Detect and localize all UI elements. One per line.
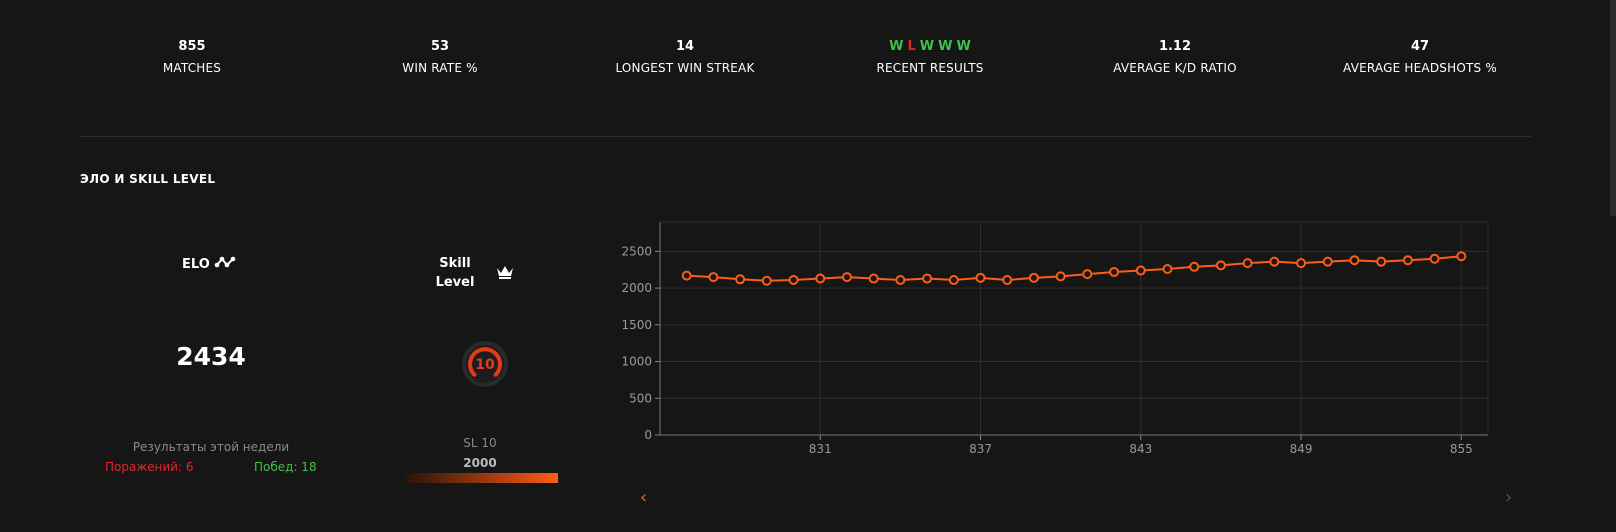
skill-progress-fill bbox=[405, 473, 558, 483]
elo-chart: 0 500 1000 1500 2000 2500 831 837 843 849 855 bbox=[621, 221, 1489, 456]
recent-result: W bbox=[956, 39, 971, 54]
elo-data-point bbox=[1028, 272, 1039, 283]
stat-headshots-value: 47 bbox=[1410, 39, 1430, 54]
x-tick-label: 843 bbox=[1129, 442, 1152, 456]
stat-kd-ratio-label: AVERAGE K/D RATIO bbox=[1113, 61, 1237, 75]
elo-value: 2434 bbox=[176, 342, 246, 371]
elo-data-point bbox=[868, 273, 879, 284]
skill-title-line2: Level bbox=[435, 275, 475, 290]
chart-prev-button[interactable]: ‹ bbox=[640, 487, 648, 508]
elo-data-point bbox=[761, 275, 772, 286]
stat-longest-streak: 14 LONGEST WIN STREAK bbox=[565, 38, 805, 75]
elo-data-point bbox=[975, 272, 986, 283]
x-tick-label: 837 bbox=[969, 442, 992, 456]
elo-data-point bbox=[1082, 269, 1093, 280]
elo-data-point bbox=[815, 273, 826, 284]
stat-recent-results-label: RECENT RESULTS bbox=[876, 61, 984, 75]
elo-data-point bbox=[1376, 256, 1387, 267]
skill-progress-bar bbox=[405, 473, 558, 483]
x-tick-label: 849 bbox=[1290, 442, 1313, 456]
stat-matches-label: MATCHES bbox=[162, 61, 222, 75]
elo-data-point bbox=[1269, 256, 1280, 267]
y-tick-label: 0 bbox=[644, 428, 652, 442]
recent-result: W bbox=[889, 39, 904, 54]
chart-next-button[interactable]: › bbox=[1505, 487, 1513, 508]
stat-longest-streak-label: LONGEST WIN STREAK bbox=[615, 61, 755, 75]
elo-data-point bbox=[841, 272, 852, 283]
crown-icon bbox=[496, 264, 514, 283]
elo-data-point bbox=[1296, 258, 1307, 269]
elo-data-point bbox=[681, 270, 692, 281]
elo-data-point bbox=[948, 275, 959, 286]
elo-data-point bbox=[735, 274, 746, 285]
elo-title-label: ELO bbox=[182, 256, 210, 272]
stat-win-rate-label: WIN RATE % bbox=[402, 61, 478, 75]
stat-matches: 855 MATCHES bbox=[72, 38, 312, 75]
section-divider bbox=[80, 136, 1532, 137]
elo-data-point bbox=[1135, 265, 1146, 276]
y-tick-label: 1000 bbox=[621, 355, 652, 369]
stat-matches-value: 855 bbox=[178, 39, 206, 54]
stat-kd-ratio: 1.12 AVERAGE K/D RATIO bbox=[1055, 38, 1295, 75]
stat-longest-streak-value: 14 bbox=[675, 39, 695, 54]
skill-level-number: 10 bbox=[475, 357, 495, 373]
stat-headshots: 47 AVERAGE HEADSHOTS % bbox=[1300, 38, 1540, 75]
elo-data-point bbox=[1349, 255, 1360, 266]
elo-data-point bbox=[788, 275, 799, 286]
skill-level-label: SL 10 bbox=[463, 436, 497, 450]
stat-headshots-label: AVERAGE HEADSHOTS % bbox=[1343, 61, 1497, 75]
week-results-title: Результаты этой недели bbox=[132, 440, 290, 454]
week-wins: Побед: 18 bbox=[254, 460, 317, 474]
elo-data-point bbox=[1322, 256, 1333, 267]
elo-data-point bbox=[1055, 271, 1066, 282]
elo-data-point bbox=[708, 272, 719, 283]
y-tick-label: 2000 bbox=[621, 281, 652, 295]
elo-data-point bbox=[895, 275, 906, 286]
elo-data-point bbox=[1109, 266, 1120, 277]
scrollbar[interactable] bbox=[1610, 0, 1616, 216]
y-tick-label: 500 bbox=[629, 391, 652, 405]
elo-data-point bbox=[1429, 253, 1440, 264]
stat-win-rate-value: 53 bbox=[430, 39, 450, 54]
skill-level-title: Skill Level bbox=[420, 254, 490, 292]
skill-level-badge: 10 bbox=[460, 339, 510, 389]
recent-result: L bbox=[907, 39, 916, 54]
elo-data-point bbox=[1215, 260, 1226, 271]
elo-title: ELO bbox=[182, 256, 236, 272]
recent-result: W bbox=[938, 39, 953, 54]
skill-level-elo: 2000 bbox=[463, 456, 497, 470]
elo-series-line bbox=[686, 255, 1462, 282]
skill-title-line1: Skill bbox=[439, 256, 471, 271]
week-losses: Поражений: 6 bbox=[105, 460, 194, 474]
elo-data-point bbox=[1402, 255, 1413, 266]
elo-data-point bbox=[1242, 258, 1253, 269]
y-tick-label: 2500 bbox=[621, 244, 652, 258]
stat-kd-ratio-value: 1.12 bbox=[1158, 39, 1192, 54]
elo-data-point bbox=[1002, 275, 1013, 286]
elo-data-point bbox=[922, 273, 933, 284]
elo-data-point bbox=[1162, 264, 1173, 275]
section-title: ЭЛО И SKILL LEVEL bbox=[80, 172, 216, 186]
elo-data-point bbox=[1456, 251, 1467, 262]
recent-result: W bbox=[919, 39, 935, 54]
stat-win-rate: 53 WIN RATE % bbox=[320, 38, 560, 75]
x-tick-label: 831 bbox=[809, 442, 832, 456]
elo-data-point bbox=[1189, 261, 1200, 272]
y-tick-label: 1500 bbox=[621, 318, 652, 332]
trend-icon bbox=[214, 256, 236, 272]
x-tick-label: 855 bbox=[1450, 442, 1473, 456]
